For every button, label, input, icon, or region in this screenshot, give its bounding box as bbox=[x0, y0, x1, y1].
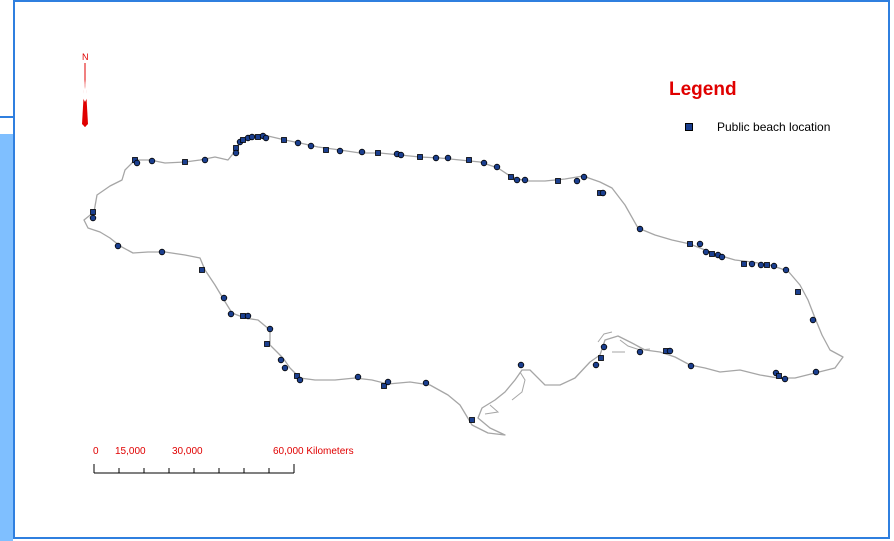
beach-marker bbox=[782, 266, 790, 274]
beach-marker bbox=[281, 137, 287, 143]
beach-marker bbox=[687, 241, 693, 247]
beach-marker bbox=[375, 150, 381, 156]
beach-marker bbox=[636, 348, 644, 356]
scale-label-30000: 30,000 bbox=[172, 446, 203, 457]
beach-marker bbox=[323, 147, 329, 153]
beach-marker bbox=[795, 289, 801, 295]
scale-label-0: 0 bbox=[93, 446, 99, 457]
beach-marker bbox=[248, 133, 256, 141]
beach-marker bbox=[812, 368, 820, 376]
beach-marker bbox=[555, 178, 561, 184]
beach-marker bbox=[133, 159, 141, 167]
beach-marker bbox=[469, 417, 475, 423]
beach-symbol-icon bbox=[685, 123, 693, 131]
beach-marker bbox=[277, 356, 285, 364]
beach-marker bbox=[266, 325, 274, 333]
beach-marker bbox=[687, 362, 695, 370]
beach-marker bbox=[466, 157, 472, 163]
beach-marker bbox=[90, 209, 96, 215]
beach-marker bbox=[281, 364, 289, 372]
beach-marker bbox=[666, 347, 674, 355]
coastline-detail bbox=[484, 331, 651, 415]
beach-marker bbox=[158, 248, 166, 256]
beach-marker bbox=[702, 248, 710, 256]
beach-marker bbox=[89, 214, 97, 222]
beach-marker bbox=[294, 139, 302, 147]
beach-marker bbox=[233, 145, 239, 151]
beach-marker bbox=[757, 261, 765, 269]
beach-marker bbox=[480, 159, 488, 167]
beach-marker bbox=[307, 142, 315, 150]
beach-marker bbox=[748, 260, 756, 268]
beach-marker bbox=[294, 373, 300, 379]
beach-marker bbox=[358, 148, 366, 156]
beach-marker bbox=[521, 176, 529, 184]
beach-marker bbox=[244, 312, 252, 320]
legend-title: Legend bbox=[669, 79, 737, 100]
beach-marker bbox=[114, 242, 122, 250]
beach-marker bbox=[600, 343, 608, 351]
scale-label-15000: 15,000 bbox=[115, 446, 146, 457]
north-arrow-icon bbox=[82, 63, 88, 127]
beach-marker bbox=[148, 157, 156, 165]
beach-marker bbox=[513, 176, 521, 184]
beach-marker bbox=[776, 373, 782, 379]
beach-marker bbox=[636, 225, 644, 233]
beach-marker bbox=[444, 154, 452, 162]
beach-marker bbox=[240, 137, 246, 143]
beach-marker bbox=[493, 163, 501, 171]
beach-marker bbox=[809, 316, 817, 324]
beach-marker bbox=[573, 177, 581, 185]
scale-label-60000: 60,000 Kilometers bbox=[273, 446, 354, 457]
beach-marker bbox=[220, 294, 228, 302]
beach-marker bbox=[508, 174, 514, 180]
beach-marker bbox=[262, 134, 270, 142]
beach-marker bbox=[422, 379, 430, 387]
beach-marker bbox=[781, 375, 789, 383]
beach-marker bbox=[384, 378, 392, 386]
beach-marker bbox=[182, 159, 188, 165]
beach-marker bbox=[264, 341, 270, 347]
beach-marker bbox=[709, 251, 715, 257]
beach-markers bbox=[89, 132, 820, 423]
beach-marker bbox=[599, 189, 607, 197]
beach-marker bbox=[718, 253, 726, 261]
beach-marker bbox=[741, 261, 747, 267]
beach-marker bbox=[417, 154, 423, 160]
beach-marker bbox=[592, 361, 600, 369]
beach-marker bbox=[227, 310, 235, 318]
legend-item-label: Public beach location bbox=[717, 120, 831, 134]
map-frame bbox=[13, 0, 890, 539]
beach-marker bbox=[397, 151, 405, 159]
beach-marker bbox=[696, 240, 704, 248]
north-label: N bbox=[82, 52, 89, 62]
beach-marker bbox=[336, 147, 344, 155]
scale-bar bbox=[93, 464, 295, 474]
beach-marker bbox=[296, 376, 304, 384]
beach-marker bbox=[770, 262, 778, 270]
beach-marker bbox=[764, 262, 770, 268]
beach-marker bbox=[381, 383, 387, 389]
island-coastline bbox=[83, 134, 844, 436]
legend-item: Public beach location bbox=[685, 120, 830, 134]
beach-marker bbox=[354, 373, 362, 381]
beach-marker bbox=[232, 149, 240, 157]
beach-marker bbox=[598, 355, 604, 361]
beach-marker bbox=[255, 134, 261, 140]
beach-marker bbox=[201, 156, 209, 164]
beach-marker bbox=[517, 361, 525, 369]
side-panel-strip bbox=[0, 134, 13, 541]
window-edge-line bbox=[0, 116, 14, 118]
beach-marker bbox=[199, 267, 205, 273]
beach-marker bbox=[580, 173, 588, 181]
beach-marker bbox=[432, 154, 440, 162]
beach-marker bbox=[240, 313, 246, 319]
